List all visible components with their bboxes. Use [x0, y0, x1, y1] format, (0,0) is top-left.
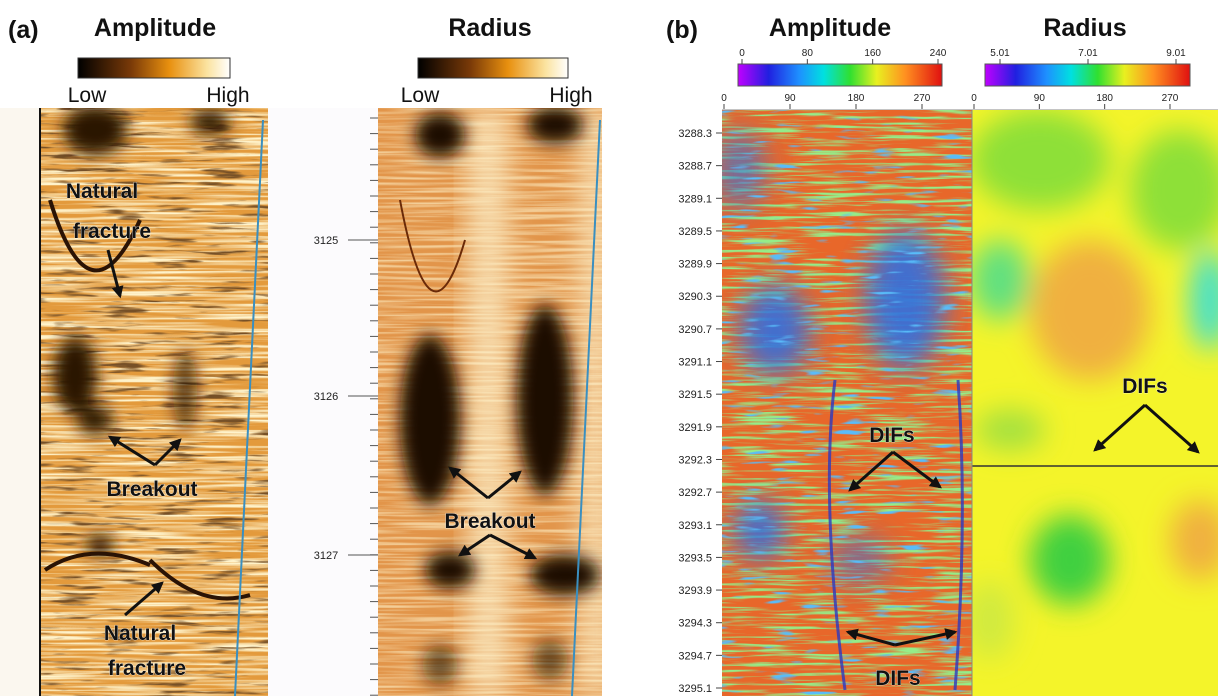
radius-image — [378, 108, 602, 696]
scale-label: 180 — [1096, 93, 1113, 104]
annotation: fracture — [73, 220, 151, 243]
panel-label: (b) — [666, 16, 698, 44]
scale-high: High — [549, 84, 592, 107]
scale-label: 90 — [784, 93, 796, 104]
arrow — [107, 435, 156, 467]
depth-label: 3288.7 — [678, 161, 712, 173]
arrow — [1093, 403, 1147, 452]
arrow — [106, 249, 124, 299]
depth-label: 3295.1 — [678, 683, 712, 695]
annotation: Breakout — [444, 510, 535, 533]
scale-label: 0 — [739, 48, 745, 59]
color-bar — [77, 57, 231, 79]
color-bar — [737, 63, 943, 87]
margin — [0, 108, 40, 696]
arrow — [845, 628, 896, 647]
scale-low: Low — [68, 84, 107, 107]
scale-label: 270 — [914, 93, 931, 104]
scale-label: 7.01 — [1078, 48, 1098, 59]
depth-label: 3289.9 — [678, 259, 712, 271]
scale-label: 0 — [971, 93, 977, 104]
scale-label: 0 — [721, 93, 727, 104]
depth-label: 3127 — [314, 550, 338, 562]
scale-label: 160 — [864, 48, 881, 59]
depth-label: 3293.5 — [678, 552, 712, 564]
arrow — [487, 470, 522, 500]
arrow — [124, 581, 164, 617]
scale-labels: 0 80 160 240 5.01 7.01 9.01 0 90 180 270 0 90 180 270 — [721, 48, 1186, 109]
annotation: Natural — [66, 180, 138, 203]
depth-track — [268, 108, 378, 696]
depth-label: 3290.3 — [678, 291, 712, 303]
depth-label: 3290.7 — [678, 324, 712, 336]
depth-label: 3291.1 — [678, 357, 712, 369]
panel-label: (a) — [8, 16, 39, 44]
depth-label: 3289.5 — [678, 226, 712, 238]
depth-label: 3292.7 — [678, 487, 712, 499]
arrow — [153, 438, 182, 467]
color-bar — [984, 63, 1191, 87]
depth-label: 3125 — [314, 235, 338, 247]
amplitude-image — [722, 110, 972, 696]
scale-label: 5.01 — [990, 48, 1010, 59]
depth-label: 3292.3 — [678, 454, 712, 466]
image-title: Radius — [1043, 14, 1126, 42]
depth-label: 3293.9 — [678, 585, 712, 597]
image-title: Radius — [448, 14, 531, 42]
arrow — [458, 533, 491, 557]
arrow — [448, 466, 489, 500]
annotation: fracture — [108, 657, 186, 680]
scale-label: 240 — [930, 48, 947, 59]
depth-label: 3289.1 — [678, 193, 712, 205]
annotation: DIFs — [875, 667, 921, 690]
image-title: Amplitude — [94, 14, 216, 42]
depth-ticks — [348, 117, 378, 696]
depth-label: 3293.1 — [678, 520, 712, 532]
arrow — [894, 628, 958, 647]
annotation: Breakout — [106, 478, 197, 501]
scale-low: Low — [401, 84, 440, 107]
scale-label: 270 — [1162, 93, 1179, 104]
depth-label: 3294.3 — [678, 618, 712, 630]
scale-label: 80 — [802, 48, 814, 59]
scale-label: 9.01 — [1166, 48, 1186, 59]
depth-label: 3291.5 — [678, 389, 712, 401]
scale-label: 180 — [848, 93, 865, 104]
scale-high: High — [206, 84, 249, 107]
depth-label: 3126 — [314, 391, 338, 403]
depth-label: 3291.9 — [678, 422, 712, 434]
annotation: DIFs — [1122, 375, 1168, 398]
annotation: DIFs — [869, 424, 915, 447]
scale-label: 90 — [1034, 93, 1046, 104]
depth-label: 3294.7 — [678, 650, 712, 662]
image-title: Amplitude — [769, 14, 891, 42]
arrow — [1144, 403, 1200, 454]
annotation: Natural — [104, 622, 176, 645]
amplitude-image — [40, 108, 268, 696]
color-bar — [417, 57, 569, 79]
depth-label: 3288.3 — [678, 128, 712, 140]
arrow — [892, 450, 942, 489]
radius-image — [972, 110, 1218, 696]
arrow — [489, 533, 538, 560]
arrow — [848, 450, 894, 492]
